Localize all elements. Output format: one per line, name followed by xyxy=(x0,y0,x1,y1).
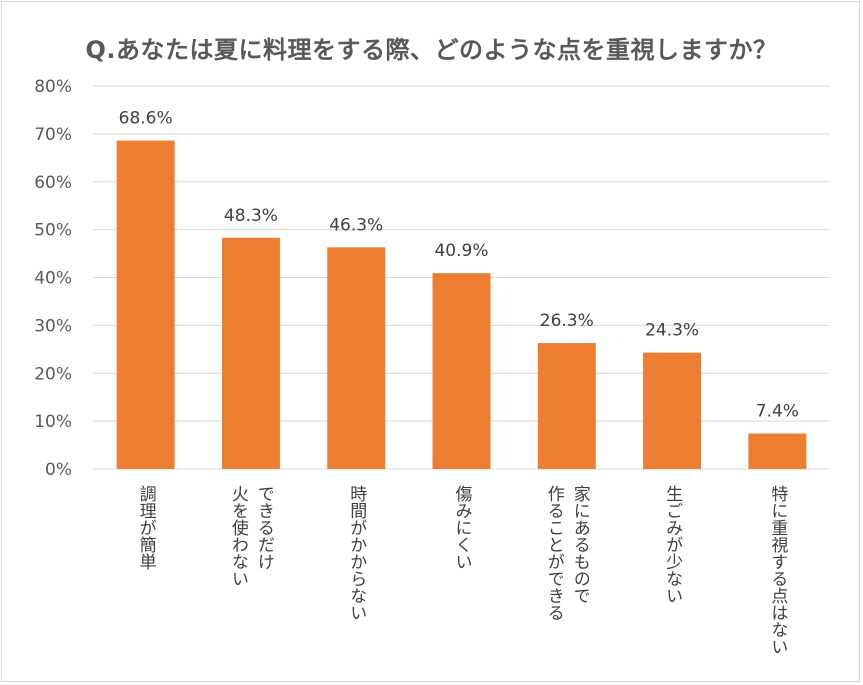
y-tick-label: 30% xyxy=(34,316,72,336)
y-tick-label: 70% xyxy=(34,125,72,145)
category-label: 作ることができる xyxy=(544,485,565,621)
y-tick-label: 50% xyxy=(34,221,72,241)
data-label: 48.3% xyxy=(224,206,278,226)
category-label: 傷みにくい xyxy=(452,485,473,570)
data-label: 24.3% xyxy=(645,321,699,341)
y-tick-label: 40% xyxy=(34,269,72,289)
y-tick-label: 60% xyxy=(34,173,72,193)
y-tick-label: 10% xyxy=(34,412,72,432)
bar xyxy=(221,237,280,469)
category-label: 特に重視する点はない xyxy=(767,485,788,655)
bar xyxy=(748,433,807,469)
y-tick-label: 20% xyxy=(34,364,72,384)
category-label: 時間がかからない xyxy=(346,485,366,621)
data-label: 46.3% xyxy=(329,215,383,235)
category-label: 家にあるもので xyxy=(570,485,590,604)
category-label: 火を使わない xyxy=(228,485,249,587)
data-label: 7.4% xyxy=(756,402,799,422)
chart-title: Q.あなたは夏に料理をする際、どのような点を重視しますか？ xyxy=(85,36,778,64)
data-label: 68.6% xyxy=(119,109,173,129)
bar xyxy=(643,352,702,469)
category-label: 生ごみが少ない xyxy=(662,485,683,604)
bar xyxy=(432,273,491,469)
y-tick-label: 0% xyxy=(45,460,72,480)
category-label: できるだけ xyxy=(254,485,274,570)
bar xyxy=(116,140,175,469)
data-label: 40.9% xyxy=(434,241,488,261)
data-label: 26.3% xyxy=(540,311,594,331)
bar xyxy=(537,343,596,469)
category-label: 調理が簡単 xyxy=(136,485,157,570)
bar xyxy=(327,247,386,469)
y-tick-label: 80% xyxy=(34,77,72,97)
